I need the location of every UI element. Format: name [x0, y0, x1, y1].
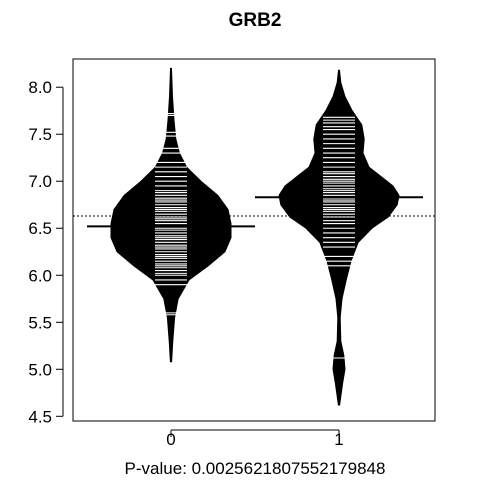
plot-frame — [72, 58, 436, 422]
y-tick-label: 8.0 — [28, 78, 52, 97]
x-tick-label: 1 — [334, 430, 343, 449]
y-tick-label: 5.0 — [28, 360, 52, 379]
y-axis: 4.5 5.0 5.5 6.0 6.5 7.0 7.5 8.0 — [28, 78, 64, 426]
y-tick-label: 4.5 — [28, 407, 52, 426]
bean-group — [73, 67, 435, 406]
bean-shape-0 — [110, 67, 232, 363]
x-tick-label: 0 — [166, 430, 175, 449]
x-axis-label: P-value: 0.0025621807552179848 — [125, 459, 386, 478]
chart-title: GRB2 — [229, 10, 282, 31]
y-tick-label: 6.0 — [28, 266, 52, 285]
y-tick-label: 7.0 — [28, 172, 52, 191]
y-tick-label: 7.5 — [28, 125, 52, 144]
y-tick-label: 6.5 — [28, 219, 52, 238]
y-tick-label: 5.5 — [28, 313, 52, 332]
